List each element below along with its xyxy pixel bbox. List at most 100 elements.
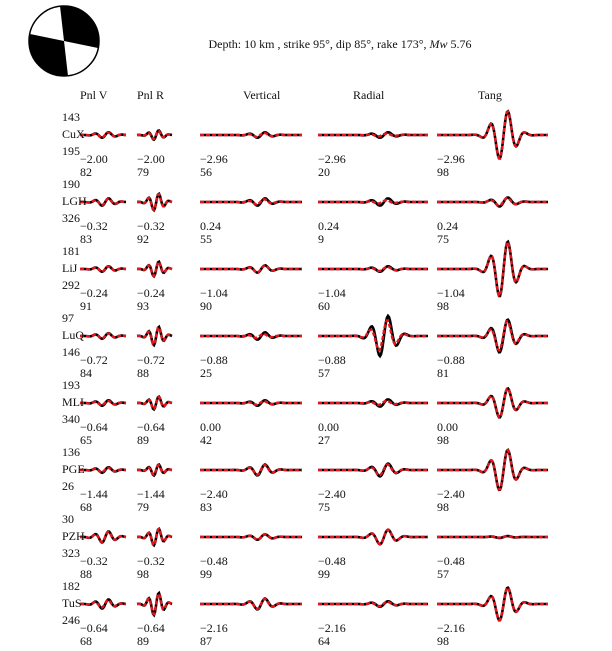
column-header: Radial: [353, 88, 385, 102]
correlation-label: 79: [137, 165, 149, 179]
time-shift-label: −0.32: [137, 554, 165, 568]
time-shift-label: −2.00: [137, 152, 165, 166]
time-shift-label: −0.24: [137, 286, 165, 300]
time-shift-label: −0.64: [80, 621, 108, 635]
station-azimuth: 190: [62, 177, 80, 191]
time-shift-label: −2.96: [200, 152, 228, 166]
correlation-label: 98: [137, 567, 149, 581]
synthetic-waveform: [200, 463, 302, 477]
time-shift-label: −0.88: [318, 353, 346, 367]
station-name: LiJ: [62, 261, 78, 275]
station-distance: 195: [62, 144, 80, 158]
synthetic-waveform: [79, 598, 126, 609]
correlation-label: 88: [80, 567, 92, 581]
correlation-label: 87: [200, 634, 212, 648]
correlation-label: 91: [80, 299, 92, 313]
time-shift-label: −0.64: [137, 621, 165, 635]
time-shift-label: −2.96: [437, 152, 465, 166]
time-shift-label: −2.40: [200, 487, 228, 501]
time-shift-label: −1.04: [200, 286, 228, 300]
correlation-label: 83: [80, 232, 92, 246]
column-header: Tang: [478, 88, 502, 102]
correlation-label: 64: [318, 634, 330, 648]
correlation-label: 99: [318, 567, 330, 581]
correlation-label: 65: [80, 433, 92, 447]
correlation-label: 90: [200, 299, 212, 313]
synthetic-waveform: [318, 600, 428, 608]
time-shift-label: −0.48: [318, 554, 346, 568]
synthetic-waveform: [200, 399, 302, 406]
synthetic-waveform: [437, 586, 548, 622]
synthetic-waveform: [80, 332, 127, 340]
synthetic-waveform: [318, 132, 428, 138]
station-distance: 246: [62, 613, 80, 627]
station-distance: 292: [62, 278, 80, 292]
correlation-label: 98: [437, 634, 449, 648]
time-shift-label: 0.24: [437, 219, 458, 233]
synthetic-waveform: [80, 399, 126, 407]
correlation-label: 93: [137, 299, 149, 313]
correlation-label: 27: [318, 433, 330, 447]
time-shift-label: −0.64: [137, 420, 165, 434]
correlation-label: 60: [318, 299, 330, 313]
station-name: LuQ: [62, 328, 84, 342]
correlation-label: 68: [80, 500, 92, 514]
station-distance: 323: [62, 546, 80, 560]
synthetic-waveform: [318, 318, 428, 352]
synthetic-waveform: [137, 395, 173, 411]
station-distance: 340: [62, 412, 80, 426]
column-header: Pnl R: [137, 88, 165, 102]
station-azimuth: 181: [62, 244, 80, 258]
column-header: Pnl V: [80, 88, 108, 102]
time-shift-label: −1.04: [437, 286, 465, 300]
station-name: PGE: [62, 462, 85, 476]
column-header: Vertical: [243, 88, 281, 102]
time-shift-label: 0.00: [437, 420, 458, 434]
synthetic-waveform: [79, 530, 127, 544]
correlation-label: 88: [137, 366, 149, 380]
synthetic-waveform: [200, 533, 302, 541]
time-shift-label: −2.40: [437, 487, 465, 501]
correlation-label: 98: [437, 500, 449, 514]
synthetic-waveform: [200, 131, 302, 139]
time-shift-label: −0.32: [80, 219, 108, 233]
correlation-label: 98: [437, 165, 449, 179]
synthetic-waveform: [318, 463, 428, 477]
station-name: TuS: [62, 596, 82, 610]
synthetic-waveform: [136, 592, 173, 616]
station-distance: 146: [62, 345, 80, 359]
correlation-label: 92: [137, 232, 149, 246]
time-shift-label: −1.44: [80, 487, 108, 501]
time-shift-label: −1.44: [137, 487, 165, 501]
station-name: PZH: [62, 529, 85, 543]
correlation-label: 98: [437, 433, 449, 447]
correlation-label: 99: [200, 567, 212, 581]
time-shift-label: −2.40: [318, 487, 346, 501]
time-shift-label: −0.88: [437, 353, 465, 367]
synthetic-waveform: [80, 131, 126, 139]
time-shift-label: 0.24: [200, 219, 221, 233]
synthetic-waveform: [137, 527, 173, 548]
station-name: LGH: [62, 194, 87, 208]
figure-title: Depth: 10 km , strike 95°, dip 85°, rake…: [208, 37, 472, 51]
synthetic-waveform: [200, 332, 302, 340]
synthetic-waveform: [437, 240, 548, 297]
time-shift-label: 0.24: [318, 219, 339, 233]
correlation-label: 57: [437, 567, 449, 581]
time-shift-label: −0.32: [80, 554, 108, 568]
synthetic-waveform: [200, 197, 302, 206]
correlation-label: 98: [437, 299, 449, 313]
synthetic-waveform: [437, 535, 548, 539]
time-shift-label: −2.16: [437, 621, 465, 635]
observed-waveform: [136, 463, 173, 478]
synthetic-waveform: [437, 110, 548, 160]
synthetic-waveform: [137, 326, 173, 346]
station-azimuth: 30: [62, 512, 74, 526]
time-shift-label: −0.48: [437, 554, 465, 568]
station-distance: 26: [62, 479, 74, 493]
station-azimuth: 136: [62, 445, 80, 459]
correlation-label: 42: [200, 433, 212, 447]
synthetic-waveform: [318, 528, 428, 546]
observed-waveform: [136, 590, 173, 618]
station-azimuth: 193: [62, 378, 80, 392]
